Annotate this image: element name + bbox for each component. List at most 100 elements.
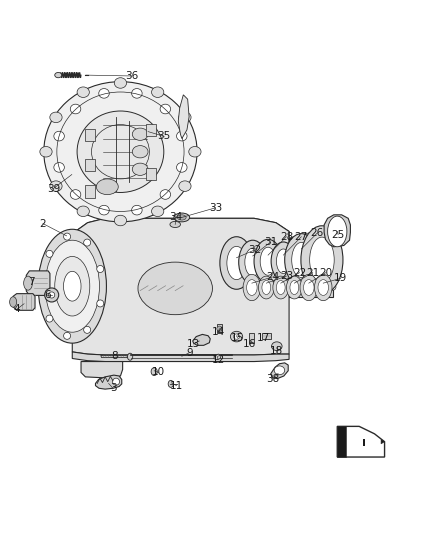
Ellipse shape [77, 206, 89, 216]
Ellipse shape [217, 326, 222, 332]
Ellipse shape [10, 297, 17, 307]
Bar [217, 324, 222, 333]
Ellipse shape [49, 292, 55, 298]
Ellipse shape [271, 242, 296, 280]
Ellipse shape [97, 265, 104, 272]
Ellipse shape [314, 274, 332, 301]
Ellipse shape [160, 104, 171, 114]
Bar [146, 124, 156, 136]
Ellipse shape [310, 237, 334, 282]
Ellipse shape [132, 88, 142, 98]
Text: 24: 24 [266, 272, 279, 282]
Ellipse shape [77, 111, 164, 192]
Ellipse shape [303, 254, 319, 280]
Polygon shape [81, 361, 123, 378]
Polygon shape [262, 333, 271, 339]
Ellipse shape [247, 280, 257, 295]
Text: 38: 38 [266, 374, 279, 384]
Ellipse shape [54, 163, 64, 172]
Text: 13: 13 [187, 339, 200, 349]
Polygon shape [214, 354, 221, 360]
Ellipse shape [96, 179, 118, 195]
Ellipse shape [298, 246, 324, 288]
Polygon shape [13, 294, 35, 310]
Ellipse shape [177, 163, 187, 172]
Ellipse shape [189, 147, 201, 157]
Bar [85, 159, 95, 172]
Polygon shape [337, 426, 346, 457]
Ellipse shape [330, 245, 336, 251]
Ellipse shape [70, 190, 81, 199]
Text: 11: 11 [170, 381, 183, 391]
Ellipse shape [274, 366, 285, 375]
Text: 31: 31 [264, 237, 277, 247]
Text: 15: 15 [231, 333, 244, 343]
Ellipse shape [230, 332, 243, 342]
Ellipse shape [40, 147, 52, 157]
Ellipse shape [64, 332, 71, 340]
Ellipse shape [50, 181, 62, 191]
Ellipse shape [132, 146, 148, 158]
Ellipse shape [286, 276, 302, 299]
Ellipse shape [168, 381, 173, 387]
Text: 33: 33 [209, 203, 222, 213]
Ellipse shape [177, 215, 186, 220]
Ellipse shape [99, 88, 109, 98]
Ellipse shape [45, 288, 59, 302]
Polygon shape [101, 356, 128, 358]
Ellipse shape [170, 221, 180, 228]
Text: 19: 19 [334, 273, 347, 284]
Ellipse shape [24, 276, 32, 290]
Ellipse shape [177, 131, 187, 141]
Ellipse shape [262, 280, 271, 295]
Bar [249, 333, 254, 343]
Ellipse shape [55, 256, 90, 316]
Ellipse shape [97, 300, 104, 307]
Ellipse shape [151, 368, 157, 376]
Ellipse shape [330, 284, 336, 290]
Text: 21: 21 [306, 268, 319, 278]
Ellipse shape [45, 240, 99, 332]
Text: 6: 6 [44, 290, 51, 300]
Ellipse shape [46, 315, 53, 322]
Text: 3: 3 [110, 383, 117, 393]
Polygon shape [72, 219, 289, 240]
Polygon shape [337, 426, 385, 457]
Ellipse shape [179, 112, 191, 123]
Ellipse shape [38, 229, 106, 343]
Polygon shape [289, 232, 333, 251]
Text: 4: 4 [13, 304, 20, 314]
Polygon shape [26, 271, 50, 295]
Ellipse shape [132, 163, 148, 175]
Polygon shape [271, 363, 288, 378]
Ellipse shape [54, 131, 64, 141]
Polygon shape [381, 440, 385, 444]
Ellipse shape [50, 112, 62, 123]
Text: 12: 12 [212, 355, 225, 365]
Text: 34: 34 [170, 213, 183, 222]
Ellipse shape [138, 262, 212, 314]
Ellipse shape [84, 239, 91, 246]
Ellipse shape [114, 78, 127, 88]
Polygon shape [178, 95, 189, 139]
Ellipse shape [44, 82, 197, 222]
Ellipse shape [132, 128, 148, 140]
Text: 14: 14 [212, 327, 225, 337]
Polygon shape [193, 334, 210, 345]
Ellipse shape [113, 378, 120, 385]
Ellipse shape [132, 205, 142, 215]
Ellipse shape [292, 243, 311, 278]
Ellipse shape [174, 213, 190, 222]
Text: 25: 25 [332, 230, 345, 239]
Ellipse shape [330, 255, 336, 261]
Ellipse shape [114, 215, 127, 226]
Ellipse shape [285, 233, 318, 286]
Polygon shape [324, 215, 350, 247]
Ellipse shape [179, 181, 191, 191]
Text: 36: 36 [125, 71, 138, 81]
Ellipse shape [328, 216, 347, 247]
Ellipse shape [272, 342, 282, 351]
Ellipse shape [39, 282, 46, 290]
Text: 2: 2 [39, 219, 46, 229]
Text: 28: 28 [280, 232, 293, 242]
